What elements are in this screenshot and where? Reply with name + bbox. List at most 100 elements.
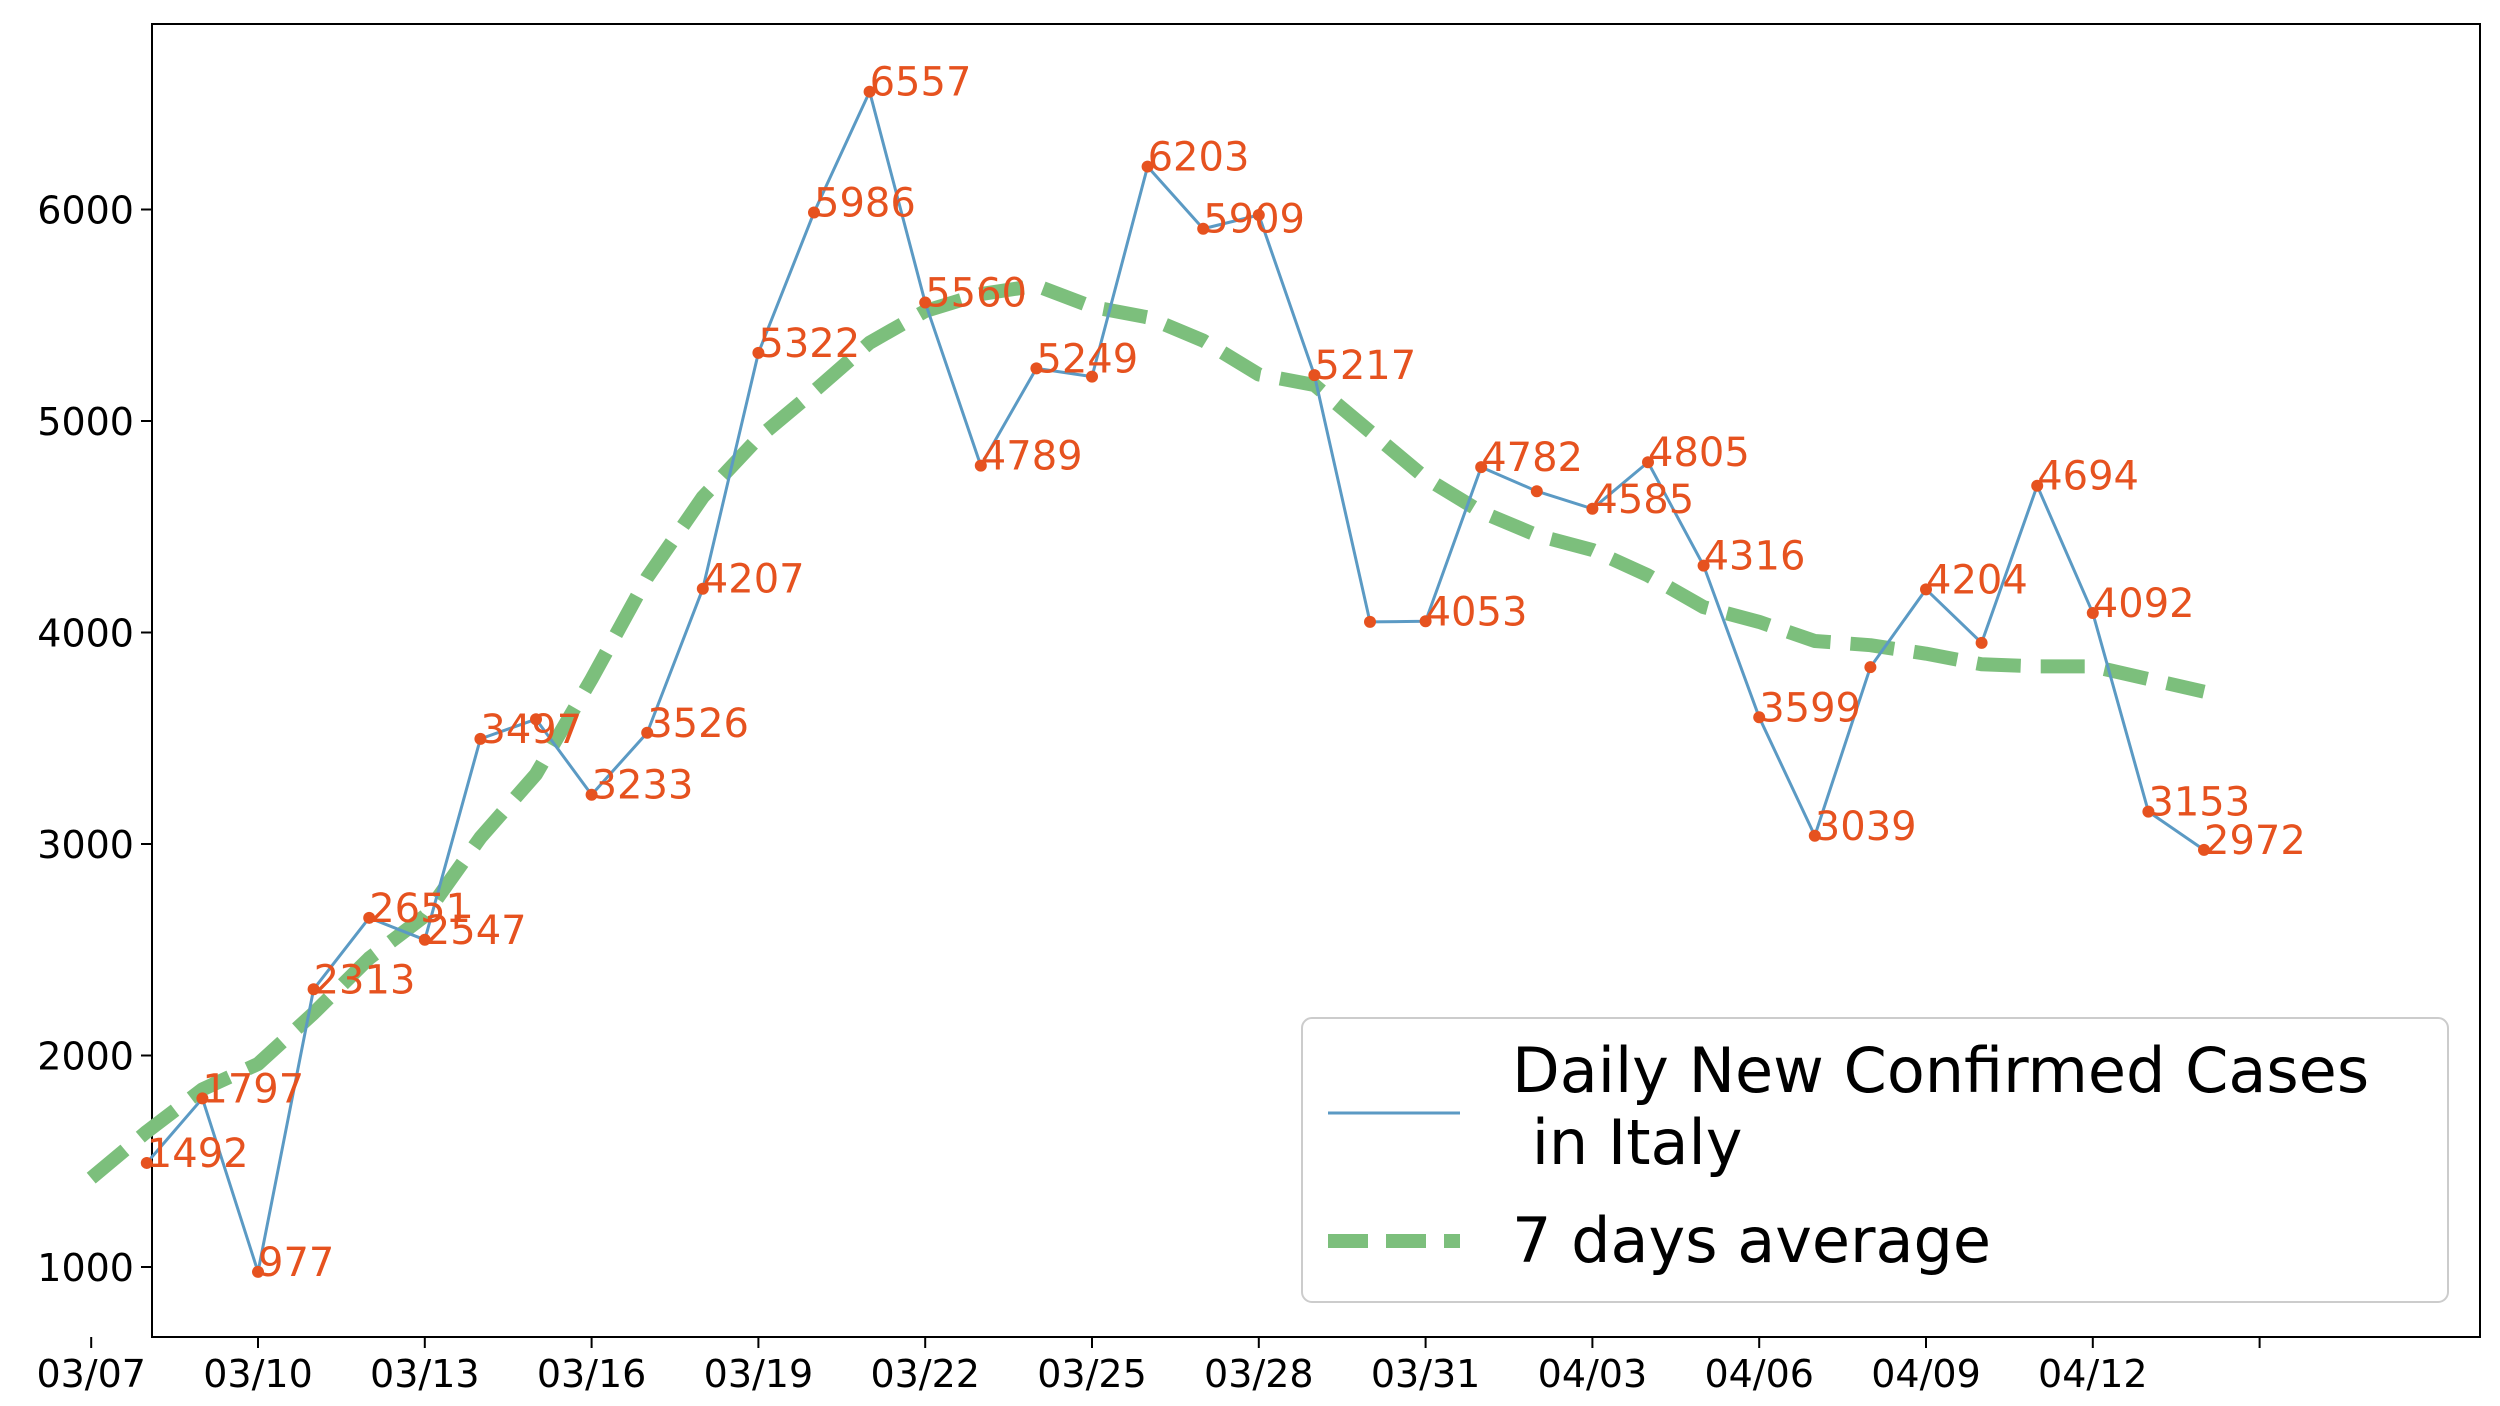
- x-tick-label-12: 04/12: [2038, 1352, 2148, 1396]
- marker-03-10: [252, 1265, 264, 1278]
- marker-03-13: [418, 933, 431, 946]
- data-label-2: 977: [258, 1240, 334, 1286]
- marker-03-28: [1252, 208, 1265, 221]
- legend-label-daily-line1: Daily New Confirmed Cases: [1512, 1034, 2369, 1107]
- marker-03-24: [1030, 362, 1043, 375]
- marker-04-04: [1642, 456, 1654, 469]
- x-axis: 03/07 03/10 03/13 03/16 03/19 03/22 03/25 03/28…: [36, 1337, 2261, 1396]
- data-label-9: 3526: [647, 701, 749, 747]
- y-tick-label-5000: 5000: [37, 400, 134, 444]
- marker-04-07: [1808, 829, 1821, 842]
- x-tick-label-2: 03/13: [370, 1352, 480, 1396]
- marker-04-09: [1920, 583, 1932, 596]
- data-label-24: 4782: [1481, 435, 1583, 481]
- marker-04-12: [2086, 607, 2099, 620]
- y-tick-label-1000: 1000: [37, 1246, 134, 1290]
- marker-03-11: [307, 983, 320, 996]
- marker-03-14: [474, 732, 487, 745]
- marker-04-10: [1975, 636, 1988, 649]
- data-label-32: 4204: [1926, 557, 2028, 603]
- x-tick-label-6: 03/25: [1037, 1352, 1147, 1396]
- x-tick-label-4: 03/19: [704, 1352, 814, 1396]
- marker-04-11: [2031, 479, 2044, 492]
- x-tick-label-0: 03/07: [36, 1352, 146, 1396]
- marker-03-31: [1419, 615, 1432, 628]
- data-label-35: 4092: [2093, 581, 2195, 627]
- data-label-16: 5249: [1036, 336, 1138, 382]
- data-label-27: 4805: [1648, 430, 1750, 476]
- marker-03-27: [1197, 222, 1210, 235]
- marker-03-12: [363, 911, 376, 924]
- legend-label-average: 7 days average: [1512, 1204, 1991, 1277]
- marker-03-18: [696, 582, 709, 595]
- data-label-36: 3153: [2148, 780, 2250, 826]
- marker-04-03: [1586, 502, 1599, 515]
- legend: Daily New Confirmed Cases in Italy 7 day…: [1301, 1017, 2449, 1303]
- data-label-13: 6557: [870, 60, 972, 106]
- data-label-37: 2972: [2204, 818, 2306, 864]
- average-series: [86, 278, 2206, 1184]
- y-tick-label-4000: 4000: [37, 612, 134, 656]
- data-label-30: 3039: [1815, 804, 1917, 850]
- marker-04-14: [2198, 843, 2210, 856]
- data-label-23: 4053: [1426, 589, 1528, 635]
- marker-03-19: [752, 346, 765, 359]
- marker-03-16: [585, 788, 598, 801]
- data-label-29: 3599: [1759, 685, 1861, 731]
- x-tick-label-5: 03/22: [870, 1352, 980, 1396]
- marker-04-05: [1697, 559, 1710, 572]
- marker-03-22: [919, 296, 932, 309]
- daily-line: [145, 90, 2205, 1274]
- marker-03-26: [1141, 160, 1154, 173]
- data-label-1: 1797: [202, 1066, 304, 1112]
- x-tick-label-7: 03/28: [1204, 1352, 1314, 1396]
- marker-03-29: [1308, 369, 1321, 382]
- marker-03-15: [530, 713, 542, 726]
- data-label-34: 4694: [2037, 454, 2139, 500]
- data-label-15: 4789: [981, 434, 1083, 480]
- data-label-6: 3497: [480, 707, 582, 753]
- daily-series: [145, 90, 2205, 1274]
- y-tick-label-2000: 2000: [37, 1035, 134, 1079]
- data-label-14: 5560: [925, 271, 1027, 317]
- y-axis: 1000 2000 3000 4000 5000 6000: [37, 189, 152, 1290]
- data-label-0: 1492: [147, 1131, 249, 1177]
- average-line: [86, 278, 2206, 1184]
- data-label-26: 4585: [1592, 477, 1694, 523]
- marker-03-09: [196, 1092, 209, 1105]
- marker-03-23: [974, 459, 987, 472]
- x-tick-label-1: 03/10: [203, 1352, 313, 1396]
- data-label-28: 4316: [1704, 534, 1806, 580]
- legend-label-daily-line2: in Italy: [1512, 1106, 1742, 1179]
- x-tick-label-9: 04/03: [1538, 1352, 1648, 1396]
- marker-04-13: [2142, 805, 2155, 818]
- marker-03-17: [641, 726, 654, 739]
- data-markers: [140, 85, 2210, 1278]
- data-label-12: 5986: [814, 180, 916, 226]
- x-tick-label-11: 04/09: [1871, 1352, 1981, 1396]
- marker-03-30: [1364, 615, 1376, 628]
- marker-04-01: [1475, 461, 1488, 474]
- data-label-21: 5217: [1314, 343, 1416, 389]
- data-label-18: 6203: [1148, 135, 1250, 181]
- data-label-4: 2651: [369, 886, 471, 932]
- marker-03-08: [140, 1156, 153, 1169]
- marker-03-25: [1086, 370, 1098, 383]
- data-label-10: 4207: [703, 557, 805, 603]
- data-label-5: 2547: [425, 908, 527, 954]
- marker-03-21: [863, 85, 876, 98]
- marker-03-20: [808, 206, 820, 219]
- data-label-3: 2313: [314, 957, 416, 1003]
- legend-box: [1301, 1017, 2449, 1303]
- x-tick-label-10: 04/06: [1704, 1352, 1814, 1396]
- marker-04-02: [1530, 485, 1543, 498]
- y-tick-label-3000: 3000: [37, 823, 134, 867]
- marker-04-08: [1864, 661, 1877, 674]
- x-tick-label-3: 03/16: [537, 1352, 647, 1396]
- x-tick-label-8: 03/31: [1371, 1352, 1481, 1396]
- data-label-11: 5322: [758, 321, 860, 367]
- marker-04-06: [1753, 711, 1766, 724]
